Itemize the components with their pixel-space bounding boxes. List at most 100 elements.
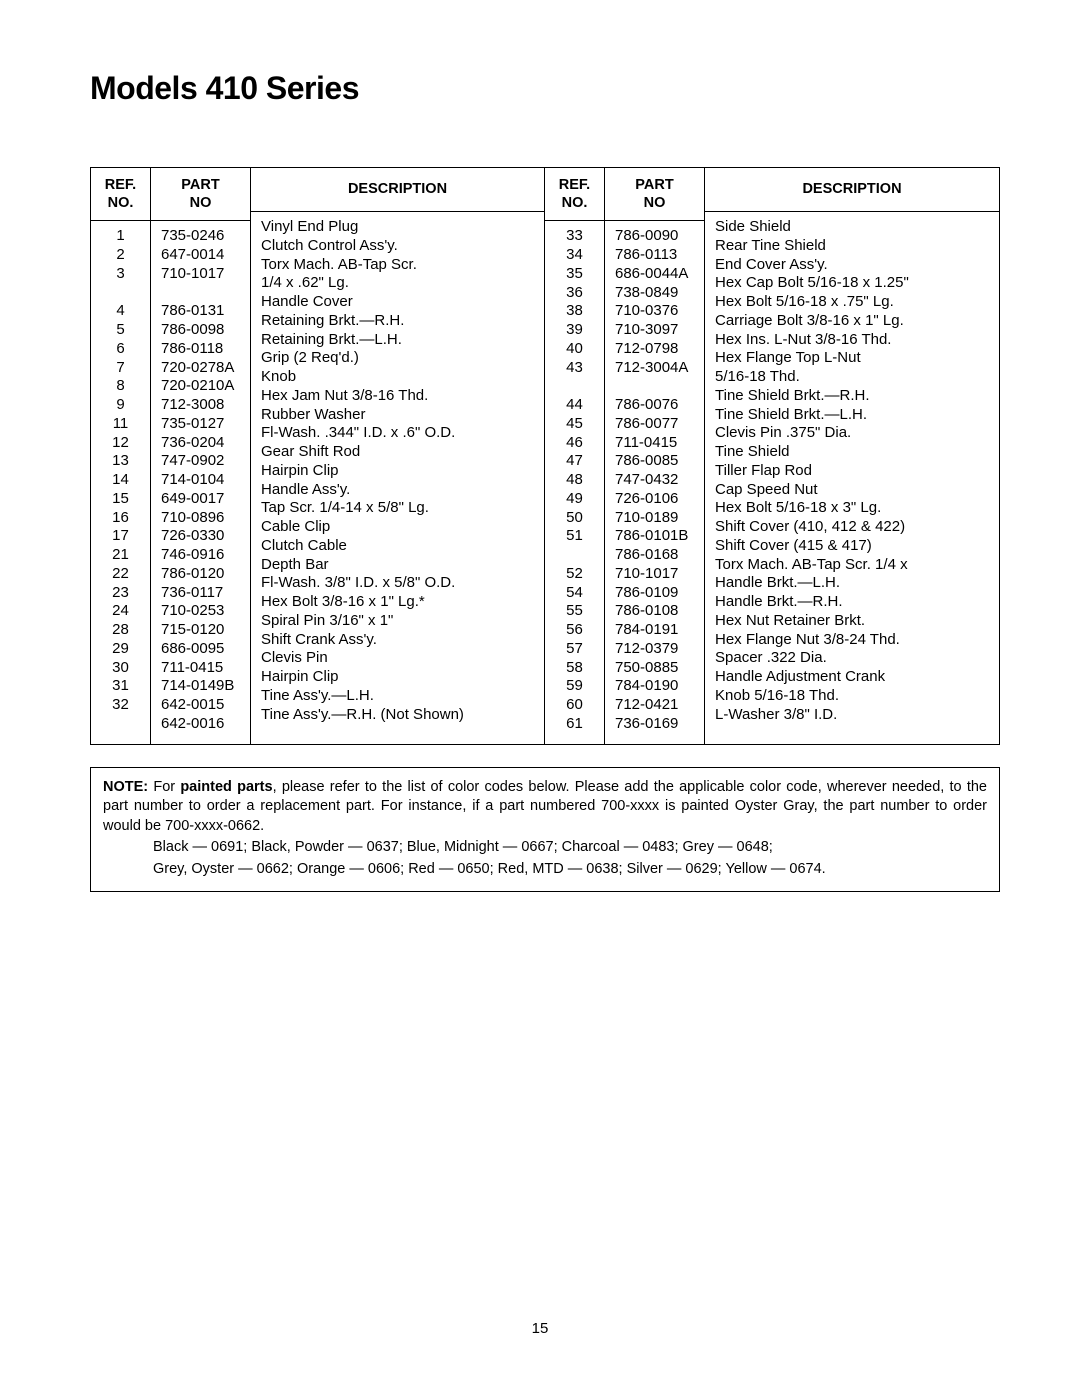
table-cell: 736-0117 — [159, 584, 242, 603]
table-cell: Hex Cap Bolt 5/16-18 x 1.25" — [713, 274, 991, 293]
table-cell: 686-0095 — [159, 640, 242, 659]
table-cell: 714-0104 — [159, 471, 242, 490]
table-cell: 24 — [95, 602, 146, 621]
col-desc-left: DESCRIPTION Vinyl End PlugClutch Control… — [251, 168, 545, 744]
table-cell — [549, 377, 600, 396]
table-cell: Fl-Wash. .344" I.D. x .6" O.D. — [259, 424, 536, 443]
table-cell: 747-0902 — [159, 452, 242, 471]
table-cell: 746-0916 — [159, 546, 242, 565]
table-cell: 726-0330 — [159, 527, 242, 546]
table-cell: Hex Nut Retainer Brkt. — [713, 612, 991, 631]
header-ref: REF.NO. — [91, 168, 150, 221]
table-cell: 686-0044A — [613, 265, 696, 284]
table-cell: 786-0131 — [159, 302, 242, 321]
table-cell: 28 — [95, 621, 146, 640]
table-cell: Hex Bolt 5/16-18 x .75" Lg. — [713, 293, 991, 312]
table-cell: 14 — [95, 471, 146, 490]
part-right-body: 786-0090786-0113686-0044A738-0849710-037… — [605, 221, 704, 743]
table-cell: 712-3008 — [159, 396, 242, 415]
table-cell: Shift Crank Ass'y. — [259, 631, 536, 650]
header-part: PARTNO — [605, 168, 704, 221]
table-cell: 15 — [95, 490, 146, 509]
table-cell: 12 — [95, 434, 146, 453]
page-title: Models 410 Series — [90, 70, 1000, 107]
table-cell: 735-0246 — [159, 227, 242, 246]
table-cell: Rubber Washer — [259, 406, 536, 425]
table-cell: 1/4 x .62" Lg. — [259, 274, 536, 293]
table-cell: Tine Ass'y.—R.H. (Not Shown) — [259, 706, 536, 725]
table-cell: Clevis Pin .375" Dia. — [713, 424, 991, 443]
table-cell: 738-0849 — [613, 284, 696, 303]
col-part-right: PARTNO 786-0090786-0113686-0044A738-0849… — [605, 168, 705, 744]
table-cell: Shift Cover (410, 412 & 422) — [713, 518, 991, 537]
table-cell: End Cover Ass'y. — [713, 256, 991, 275]
table-cell: 711-0415 — [613, 434, 696, 453]
note-text: NOTE: For painted parts, please refer to… — [103, 778, 987, 837]
table-cell: 735-0127 — [159, 415, 242, 434]
table-cell: Carriage Bolt 3/8-16 x 1" Lg. — [713, 312, 991, 331]
table-cell: 5 — [95, 321, 146, 340]
col-ref-right: REF.NO. 3334353638394043 444546474849505… — [545, 168, 605, 744]
table-cell: Cable Clip — [259, 518, 536, 537]
table-cell: Handle Ass'y. — [259, 481, 536, 500]
table-cell: 44 — [549, 396, 600, 415]
table-cell: 1 — [95, 227, 146, 246]
table-cell — [95, 715, 146, 734]
table-cell: 61 — [549, 715, 600, 734]
table-cell: 16 — [95, 509, 146, 528]
table-cell: Handle Brkt.—L.H. — [713, 574, 991, 593]
table-cell: 720-0210A — [159, 377, 242, 396]
table-cell: Tine Ass'y.—L.H. — [259, 687, 536, 706]
table-cell: 52 — [549, 565, 600, 584]
table-cell: 32 — [95, 696, 146, 715]
table-right-half: REF.NO. 3334353638394043 444546474849505… — [545, 168, 999, 744]
table-cell: 43 — [549, 359, 600, 378]
table-cell: Hex Bolt 3/8-16 x 1" Lg.* — [259, 593, 536, 612]
table-cell: 22 — [95, 565, 146, 584]
table-cell: 786-0090 — [613, 227, 696, 246]
table-cell: 59 — [549, 677, 600, 696]
table-cell: 30 — [95, 659, 146, 678]
table-cell: 9 — [95, 396, 146, 415]
desc-left-body: Vinyl End PlugClutch Control Ass'y.Torx … — [251, 212, 544, 734]
table-cell: Knob 5/16-18 Thd. — [713, 687, 991, 706]
table-cell — [613, 377, 696, 396]
note-painted-parts: painted parts — [180, 779, 272, 795]
table-cell: Hex Bolt 5/16-18 x 3" Lg. — [713, 499, 991, 518]
table-cell: 786-0109 — [613, 584, 696, 603]
parts-table: REF.NO. 123 4567891112131415161721222324… — [90, 167, 1000, 745]
header-ref: REF.NO. — [545, 168, 604, 221]
header-desc: DESCRIPTION — [705, 168, 999, 212]
table-cell: Clutch Control Ass'y. — [259, 237, 536, 256]
table-cell: 51 — [549, 527, 600, 546]
table-cell: 6 — [95, 340, 146, 359]
table-cell: 55 — [549, 602, 600, 621]
table-cell: 712-0798 — [613, 340, 696, 359]
table-cell: Tine Shield Brkt.—R.H. — [713, 387, 991, 406]
table-cell: 736-0204 — [159, 434, 242, 453]
table-cell: 715-0120 — [159, 621, 242, 640]
table-cell: 31 — [95, 677, 146, 696]
table-cell: Tine Shield Brkt.—L.H. — [713, 406, 991, 425]
table-cell — [549, 546, 600, 565]
table-cell: 2 — [95, 246, 146, 265]
table-cell: 45 — [549, 415, 600, 434]
table-cell: 736-0169 — [613, 715, 696, 734]
table-cell: Hairpin Clip — [259, 462, 536, 481]
table-cell: 726-0106 — [613, 490, 696, 509]
table-cell: 710-0253 — [159, 602, 242, 621]
table-cell: 36 — [549, 284, 600, 303]
table-cell: Gear Shift Rod — [259, 443, 536, 462]
table-cell: 13 — [95, 452, 146, 471]
table-cell: 750-0885 — [613, 659, 696, 678]
table-cell: 642-0016 — [159, 715, 242, 734]
table-cell: 11 — [95, 415, 146, 434]
table-cell: 47 — [549, 452, 600, 471]
table-cell: 786-0098 — [159, 321, 242, 340]
table-cell: 54 — [549, 584, 600, 603]
desc-right-body: Side ShieldRear Tine ShieldEnd Cover Ass… — [705, 212, 999, 734]
table-cell: 710-3097 — [613, 321, 696, 340]
table-cell: Cap Speed Nut — [713, 481, 991, 500]
table-cell: Grip (2 Req'd.) — [259, 349, 536, 368]
table-cell: Rear Tine Shield — [713, 237, 991, 256]
